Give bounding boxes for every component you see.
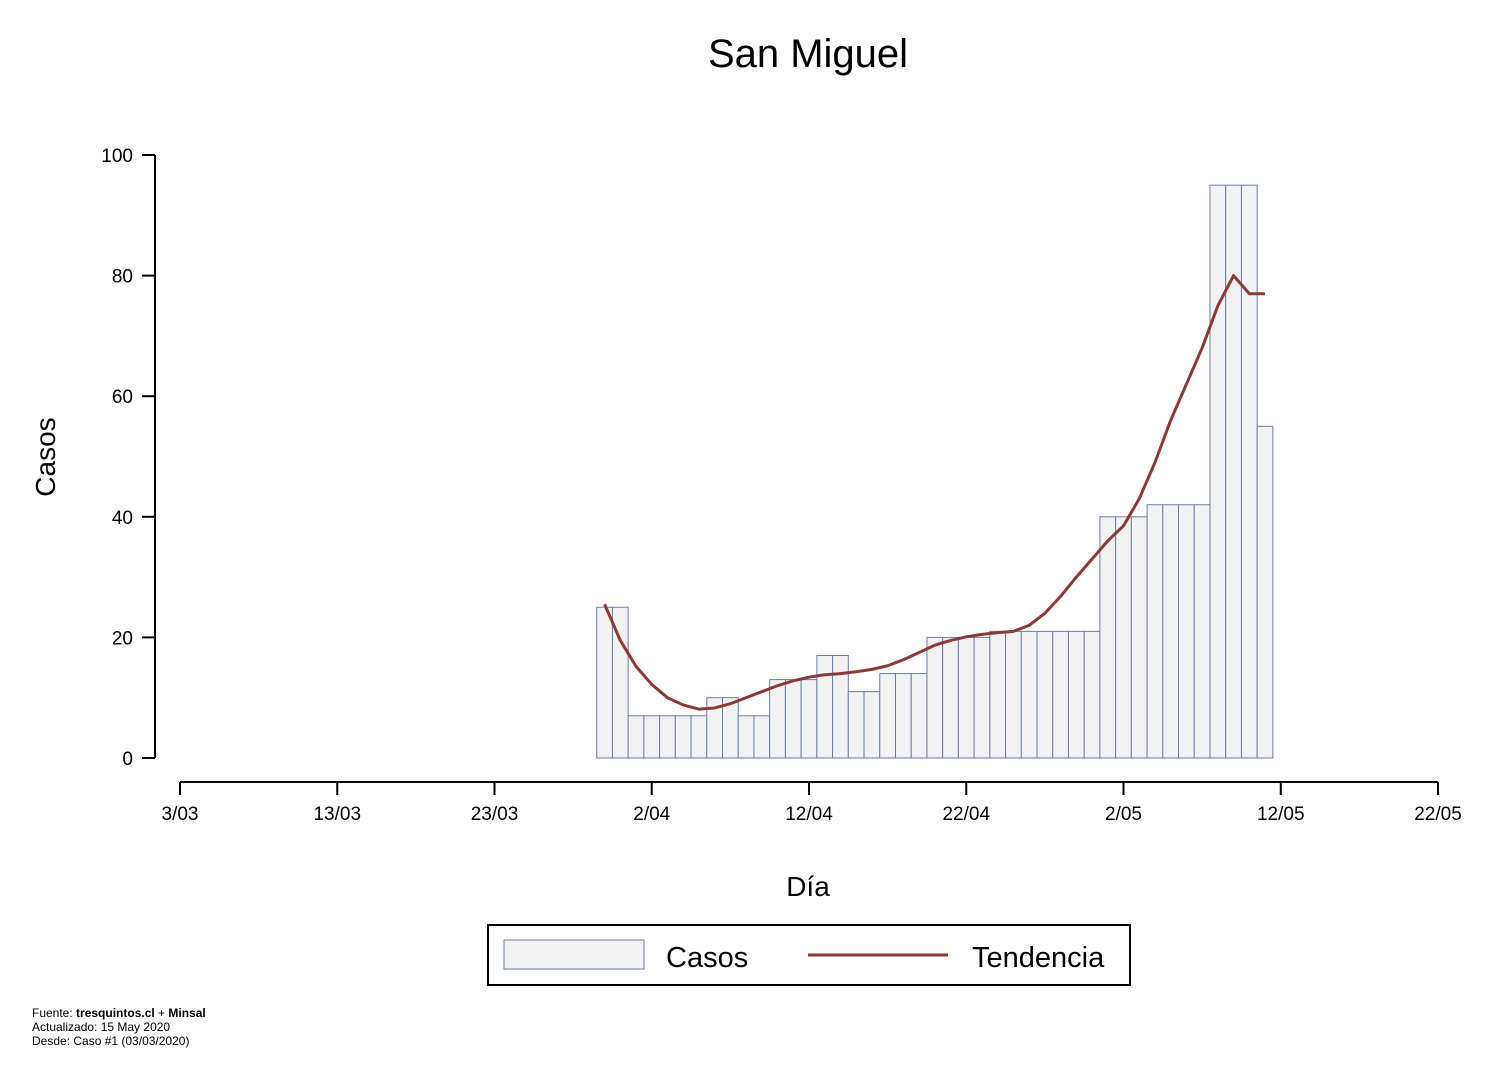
bar bbox=[753, 715, 771, 759]
y-tick-label: 20 bbox=[112, 628, 133, 649]
bar bbox=[973, 636, 991, 759]
bar bbox=[769, 679, 786, 759]
footer: Fuente: tresquintos.cl + Minsal Actualiz… bbox=[32, 1006, 206, 1048]
x-tick-label: 22/04 bbox=[942, 804, 990, 825]
bar bbox=[1225, 184, 1242, 759]
footer-since: Desde: Caso #1 (03/03/2020) bbox=[32, 1034, 190, 1048]
bar bbox=[894, 673, 912, 759]
x-tick-label: 2/04 bbox=[633, 804, 670, 825]
y-tick-label: 40 bbox=[112, 508, 133, 529]
bar bbox=[643, 715, 661, 759]
y-tick-label: 100 bbox=[101, 146, 133, 167]
bar bbox=[674, 715, 692, 759]
bar bbox=[737, 715, 755, 759]
bar bbox=[832, 654, 849, 759]
bar bbox=[1005, 630, 1022, 759]
x-tick-label: 22/05 bbox=[1414, 804, 1462, 825]
y-tick-label: 80 bbox=[112, 267, 133, 288]
legend-tendencia-label: Tendencia bbox=[972, 942, 1105, 974]
x-tick-label: 3/03 bbox=[162, 804, 199, 825]
bar bbox=[989, 630, 1007, 759]
bars-group bbox=[596, 184, 1274, 759]
trend-line bbox=[603, 274, 1266, 711]
y-axis: 0 20 40 60 80 100 bbox=[101, 146, 156, 770]
bar bbox=[816, 654, 834, 759]
bar bbox=[957, 636, 975, 759]
bar bbox=[800, 679, 818, 759]
bar bbox=[1083, 630, 1101, 759]
bar bbox=[879, 673, 896, 759]
x-tick-label: 13/03 bbox=[313, 804, 361, 825]
bar bbox=[659, 715, 676, 759]
bar bbox=[1146, 504, 1164, 759]
bar bbox=[1256, 425, 1274, 759]
y-tick-label: 0 bbox=[122, 749, 133, 770]
legend-casos-label: Casos bbox=[666, 942, 748, 974]
footer-updated: Actualizado: 15 May 2020 bbox=[32, 1020, 171, 1034]
bar bbox=[1178, 504, 1195, 759]
bar bbox=[690, 715, 708, 759]
bar bbox=[1209, 184, 1227, 759]
x-axis: 3/03 13/03 23/03 2/04 12/04 22/04 2/05 12/05 22/… bbox=[162, 781, 1462, 825]
bar bbox=[627, 715, 645, 759]
bar bbox=[1115, 516, 1132, 759]
bar bbox=[1162, 504, 1180, 759]
bar bbox=[1067, 630, 1085, 759]
x-tick-label: 2/05 bbox=[1105, 804, 1142, 825]
bar bbox=[942, 636, 959, 759]
bar bbox=[596, 606, 613, 759]
bar bbox=[847, 691, 865, 759]
legend: Casos Tendencia bbox=[487, 924, 1131, 986]
bar bbox=[1020, 630, 1038, 759]
bar bbox=[1036, 630, 1054, 759]
bar bbox=[1240, 184, 1258, 759]
bar bbox=[910, 673, 928, 759]
x-axis-label: Día bbox=[786, 871, 830, 902]
x-tick-label: 23/03 bbox=[471, 804, 519, 825]
y-axis-label: Casos bbox=[30, 417, 61, 496]
bar bbox=[784, 679, 802, 759]
footer-source: Fuente: tresquintos.cl + Minsal bbox=[32, 1006, 206, 1020]
bar bbox=[863, 691, 881, 759]
bar bbox=[1099, 516, 1117, 759]
bar bbox=[1130, 516, 1148, 759]
x-tick-label: 12/04 bbox=[785, 804, 833, 825]
legend-casos-swatch bbox=[503, 939, 645, 970]
bar bbox=[926, 636, 944, 759]
y-tick-label: 60 bbox=[112, 387, 133, 408]
x-tick-label: 12/05 bbox=[1257, 804, 1305, 825]
chart-title: San Miguel bbox=[708, 32, 908, 76]
bar bbox=[1193, 504, 1211, 759]
bar bbox=[1052, 630, 1069, 759]
